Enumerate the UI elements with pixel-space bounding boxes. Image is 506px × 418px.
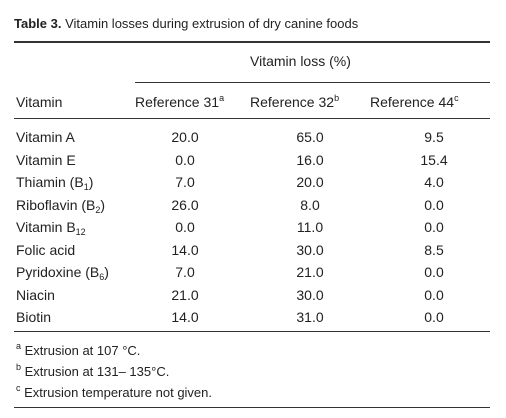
footnote-text: Extrusion at 131– 135°C. bbox=[24, 364, 170, 379]
caption: Table 3. Vitamin losses during extrusion… bbox=[14, 16, 358, 31]
subscript: 12 bbox=[75, 227, 86, 237]
cell: 8.0 bbox=[300, 196, 320, 213]
row-label-text: ) bbox=[100, 196, 106, 213]
cell: 0.0 bbox=[175, 219, 195, 235]
cell: 16.0 bbox=[296, 151, 324, 168]
footnote-mark: b bbox=[16, 362, 22, 372]
row-label: Niacin bbox=[16, 287, 55, 303]
row-label: Biotin bbox=[16, 309, 51, 325]
row-label-text: Vitamin A bbox=[16, 129, 75, 145]
subscript: 2 bbox=[95, 204, 101, 215]
body-rule bbox=[14, 331, 490, 332]
cell: 4.0 bbox=[424, 174, 444, 190]
column-header-text: Reference 32 bbox=[250, 94, 335, 110]
column-header-text: Reference 44 bbox=[370, 94, 455, 110]
group-header: Vitamin loss (%) bbox=[250, 53, 351, 69]
superscript: a bbox=[219, 93, 225, 103]
row-label-text: Niacin bbox=[16, 286, 55, 303]
footnote: b Extrusion at 131– 135°C. bbox=[16, 362, 170, 380]
column-header: Vitamin bbox=[16, 94, 62, 110]
column-header-text: Reference 31 bbox=[135, 94, 220, 110]
row-label-text: Vitamin E bbox=[16, 151, 76, 168]
cell: 20.0 bbox=[171, 129, 199, 145]
footnote: c Extrusion temperature not given. bbox=[16, 383, 213, 401]
row-label-text: Vitamin B bbox=[16, 219, 76, 235]
cell: 0.0 bbox=[424, 286, 444, 303]
footnote-text: Extrusion at 107 °C. bbox=[24, 343, 141, 358]
cell: 11.0 bbox=[296, 219, 324, 235]
row-label-text: Folic acid bbox=[16, 241, 76, 258]
row-label: Vitamin A bbox=[16, 129, 75, 145]
cell: 26.0 bbox=[171, 196, 199, 213]
cell: 14.0 bbox=[171, 309, 199, 325]
column-header: Reference 31a bbox=[135, 93, 225, 111]
cell: 9.5 bbox=[424, 129, 444, 145]
caption-text: Vitamin losses during extrusion of dry c… bbox=[65, 16, 359, 31]
superscript: c bbox=[454, 93, 459, 103]
superscript: b bbox=[334, 93, 340, 103]
cell: 30.0 bbox=[296, 241, 324, 258]
footnote-text: Extrusion temperature not given. bbox=[24, 385, 213, 400]
row-label: Folic acid bbox=[16, 242, 75, 258]
row-label-text: Riboflavin (B bbox=[16, 196, 96, 213]
cell: 0.0 bbox=[424, 219, 444, 235]
cell: 7.0 bbox=[175, 174, 195, 190]
cell: 0.0 bbox=[175, 151, 195, 168]
caption-label: Table 3. bbox=[14, 16, 62, 31]
cell: 0.0 bbox=[424, 196, 444, 213]
cell: 30.0 bbox=[296, 286, 324, 303]
top-rule bbox=[14, 41, 490, 43]
cell: 31.0 bbox=[296, 309, 324, 325]
row-label-text: Pyridoxine (B bbox=[16, 264, 100, 280]
cell: 20.0 bbox=[296, 174, 324, 190]
cell: 7.0 bbox=[175, 264, 195, 280]
cell: 0.0 bbox=[424, 264, 444, 280]
cell: 21.0 bbox=[171, 286, 199, 303]
row-label-text: ) bbox=[104, 264, 109, 280]
row-label: Vitamin E bbox=[16, 152, 76, 168]
subscript: 1 bbox=[83, 182, 89, 192]
row-label-text: Biotin bbox=[16, 309, 52, 325]
group-rule bbox=[135, 82, 490, 83]
row-label: Riboflavin (B2) bbox=[16, 196, 106, 215]
header-rule bbox=[14, 118, 490, 119]
column-header-text: Vitamin bbox=[16, 94, 63, 110]
row-label: Vitamin B12 bbox=[16, 219, 86, 237]
cell: 15.4 bbox=[420, 151, 448, 168]
cell: 21.0 bbox=[296, 264, 324, 280]
footnote-mark: c bbox=[16, 383, 21, 393]
column-header: Reference 44c bbox=[370, 93, 459, 111]
row-label: Pyridoxine (B6) bbox=[16, 264, 109, 282]
cell: 65.0 bbox=[296, 129, 324, 145]
cell: 8.5 bbox=[424, 241, 444, 258]
column-header: Reference 32b bbox=[250, 93, 340, 111]
cell: 0.0 bbox=[424, 309, 444, 325]
bottom-rule bbox=[14, 407, 490, 408]
cell: 14.0 bbox=[171, 241, 199, 258]
row-label-text: Thiamin (B bbox=[16, 174, 84, 190]
footnote-mark: a bbox=[16, 341, 22, 351]
footnote: a Extrusion at 107 °C. bbox=[16, 341, 141, 359]
row-label: Thiamin (B1) bbox=[16, 174, 94, 192]
subscript: 6 bbox=[99, 272, 105, 282]
row-label-text: ) bbox=[88, 174, 94, 190]
